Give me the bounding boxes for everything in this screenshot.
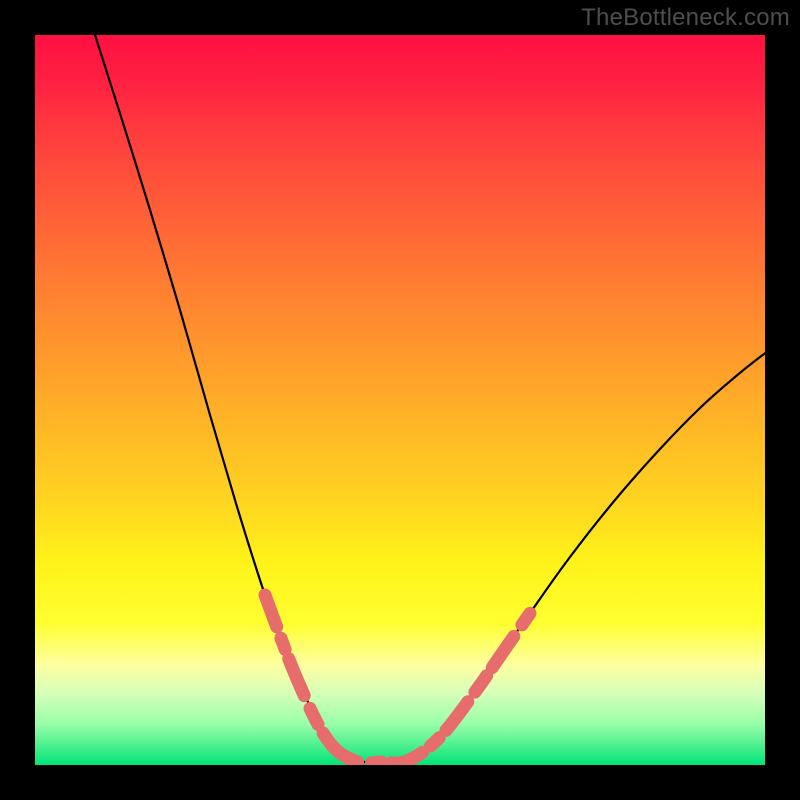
watermark-text: TheBottleneck.com (581, 4, 790, 32)
frame-bottom (0, 765, 800, 800)
frame-left (0, 0, 35, 800)
plot-background (35, 35, 765, 765)
chart-canvas (0, 0, 800, 800)
frame-right (765, 0, 800, 800)
chart-stage: TheBottleneck.com (0, 0, 800, 800)
